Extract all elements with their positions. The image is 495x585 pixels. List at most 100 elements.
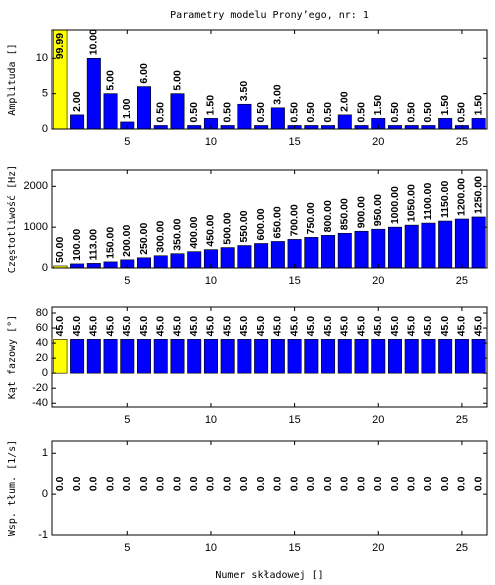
value-label: 750.00 — [305, 202, 317, 234]
x-tick-label: 25 — [456, 414, 468, 426]
x-tick-label: 5 — [124, 414, 130, 426]
bar — [421, 222, 436, 268]
value-label: 650.00 — [272, 206, 284, 238]
value-label: 45.0 — [221, 316, 233, 337]
value-label: 45.0 — [472, 316, 484, 337]
bar — [187, 251, 202, 268]
bar — [404, 125, 419, 129]
value-label: 45.0 — [71, 316, 83, 337]
bar — [153, 339, 168, 374]
axes — [52, 30, 487, 129]
bar — [287, 339, 302, 374]
bar — [86, 339, 101, 374]
value-label: 45.0 — [238, 316, 250, 337]
x-tick-label: 10 — [205, 414, 217, 426]
bar — [337, 114, 352, 129]
bar — [354, 230, 369, 268]
bar — [53, 265, 68, 268]
value-label: 0.0 — [355, 476, 367, 491]
bar — [337, 339, 352, 374]
bar — [170, 253, 185, 268]
y-axis-label: Wsp. tłum. [1/s] — [7, 440, 18, 536]
value-label: 0.0 — [339, 476, 351, 491]
value-label: 550.00 — [238, 210, 250, 242]
bar — [471, 216, 486, 268]
bar — [220, 125, 235, 129]
y-tick-label: 1000 — [24, 221, 48, 233]
y-tick-label: 5 — [42, 88, 48, 100]
bar — [287, 239, 302, 268]
axes-frame — [51, 29, 488, 130]
bar — [170, 93, 185, 129]
y-tick-label: 0 — [42, 488, 48, 500]
bar — [53, 30, 68, 129]
axes-frame — [51, 440, 488, 536]
y-tick-label: 1 — [42, 447, 48, 459]
bar — [170, 339, 185, 374]
y-tick-label: 80 — [36, 307, 48, 319]
y-tick-label: -1 — [38, 529, 48, 541]
bar — [137, 86, 152, 129]
bar — [86, 263, 101, 268]
x-tick-label: 20 — [372, 542, 384, 554]
value-label: 45.0 — [121, 316, 133, 337]
y-tick-label: 0 — [42, 367, 48, 379]
value-label: 500.00 — [221, 212, 233, 244]
bar — [70, 263, 85, 268]
value-label: 0.50 — [188, 102, 200, 123]
value-label: 0.0 — [221, 476, 233, 491]
value-label: 0.0 — [205, 476, 217, 491]
value-label: 0.50 — [389, 102, 401, 123]
bar — [254, 125, 269, 129]
bar — [220, 339, 235, 374]
x-tick-label: 10 — [205, 275, 217, 287]
value-label: 1.50 — [472, 95, 484, 116]
value-label: 0.50 — [322, 102, 334, 123]
x-tick-label: 20 — [372, 275, 384, 287]
value-label: 0.0 — [238, 476, 250, 491]
value-label: 900.00 — [355, 196, 367, 228]
bar — [103, 261, 118, 268]
bar — [254, 339, 269, 374]
x-tick-label: 5 — [124, 542, 130, 554]
value-label: 0.50 — [355, 102, 367, 123]
value-label: 800.00 — [322, 200, 334, 232]
value-label: 1.00 — [121, 98, 133, 119]
bar — [371, 118, 386, 129]
y-axis-label: Częstotliwość [Hz] — [6, 165, 18, 273]
y-tick-label: 60 — [36, 322, 48, 334]
value-label: 45.0 — [305, 316, 317, 337]
bar — [237, 245, 252, 268]
value-label: 45.0 — [255, 316, 267, 337]
plot-area — [53, 216, 486, 268]
value-label: 1250.00 — [472, 176, 484, 214]
value-label: 45.0 — [389, 316, 401, 337]
bar — [321, 339, 336, 374]
x-tick-label: 10 — [205, 542, 217, 554]
bar — [220, 247, 235, 268]
value-label: 0.0 — [389, 476, 401, 491]
value-label: 0.0 — [322, 476, 334, 491]
y-tick-label: 20 — [36, 352, 48, 364]
value-label: 45.0 — [88, 316, 100, 337]
value-label: 1.50 — [205, 95, 217, 116]
x-tick-label: 25 — [456, 275, 468, 287]
value-label: 45.0 — [355, 316, 367, 337]
value-label: 250.00 — [138, 223, 150, 255]
value-label: 5.00 — [104, 70, 116, 91]
axes-frame — [51, 306, 488, 408]
bar — [371, 228, 386, 268]
value-label: 600.00 — [255, 208, 267, 240]
x-axis-label: Numer składowej [] — [215, 570, 323, 581]
value-label: 300.00 — [155, 220, 167, 252]
value-label: 0.0 — [121, 476, 133, 491]
bar — [237, 103, 252, 129]
x-tick-label: 5 — [124, 275, 130, 287]
value-label: 1000.00 — [389, 186, 401, 224]
value-label: 45.0 — [405, 316, 417, 337]
bar — [187, 125, 202, 129]
value-label: 45.0 — [138, 316, 150, 337]
value-label: 3.50 — [238, 81, 250, 102]
